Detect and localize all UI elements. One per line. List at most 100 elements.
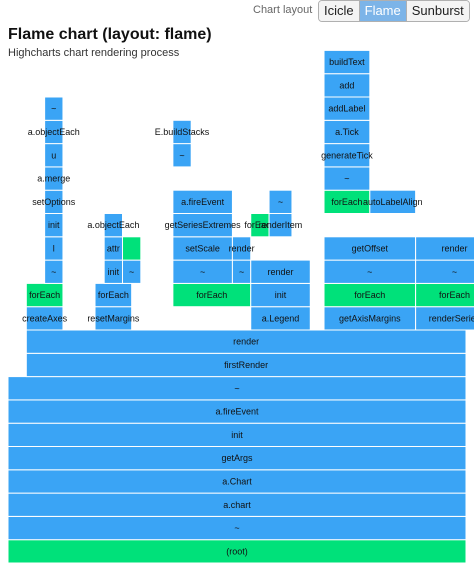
flame-node[interactable]: (root)	[7, 539, 467, 564]
flame-node-label: forEach	[196, 290, 227, 300]
flame-node[interactable]: ~	[323, 166, 371, 191]
flame-node-label: ~	[367, 267, 372, 277]
flame-node[interactable]: setScale	[172, 236, 233, 261]
flame-node[interactable]: init	[103, 259, 123, 284]
flame-node[interactable]: a.fireEvent	[172, 189, 233, 214]
flame-node[interactable]: getOffset	[323, 236, 417, 261]
flame-node[interactable]: buildText	[323, 49, 371, 75]
flame-node[interactable]: render	[415, 236, 474, 261]
flame-node[interactable]: a.Chart	[7, 469, 467, 494]
flame-node[interactable]: forEach	[323, 282, 417, 308]
flame-node[interactable]: getArgs	[7, 446, 467, 471]
flame-node-label: a.merge	[37, 174, 70, 184]
flame-node-label: resetMargins	[87, 313, 140, 323]
flame-node[interactable]: ~	[7, 376, 467, 401]
flame-node-label: generateTick	[321, 150, 373, 160]
flame-node-label: init	[48, 220, 60, 230]
flame-node[interactable]: a.Tick	[323, 119, 371, 145]
flame-node[interactable]	[122, 236, 142, 261]
flame-node[interactable]: setOptions	[32, 189, 76, 214]
flame-node[interactable]: init	[250, 282, 311, 308]
flame-node-label: render	[233, 337, 259, 347]
flame-node-label: forEach	[244, 220, 275, 230]
flame-node-rect[interactable]	[250, 259, 311, 284]
flame-node[interactable]: a.objectEach	[28, 119, 80, 145]
flame-node-label: ~	[179, 150, 184, 160]
flame-node[interactable]: ~	[172, 143, 192, 168]
flame-button[interactable]: Flame	[359, 1, 407, 21]
flame-node-label: buildText	[329, 57, 365, 67]
flame-node[interactable]: a.objectEach	[87, 213, 139, 238]
layout-toggle-group: Icicle Flame Sunburst	[318, 0, 470, 22]
flame-node-label: forEach	[354, 290, 385, 300]
flame-node[interactable]: u	[44, 143, 64, 168]
icicle-button[interactable]: Icicle	[319, 1, 360, 21]
flame-node[interactable]: getSeriesExtremes	[165, 213, 242, 238]
flame-node-label: ~	[234, 383, 239, 393]
flame-node-rect[interactable]	[231, 236, 252, 261]
flame-node[interactable]: a.Legend	[250, 306, 311, 331]
flame-node-label: ~	[234, 523, 239, 533]
flame-node[interactable]: l	[44, 236, 64, 261]
flame-node[interactable]: a.merge	[37, 166, 70, 191]
flame-node-label: init	[231, 430, 243, 440]
flame-node-label: forEach	[331, 197, 362, 207]
flame-node-label: getAxisMargins	[339, 313, 401, 323]
flame-node-label: a.fireEvent	[181, 197, 225, 207]
chart-title: Flame chart (layout: flame)	[8, 26, 212, 43]
flame-node-rect[interactable]	[415, 259, 474, 284]
flame-node-label: renderSeries	[429, 313, 474, 323]
flame-node[interactable]: add	[323, 73, 371, 98]
flame-node[interactable]: init	[44, 213, 64, 238]
flame-node-label: (root)	[226, 546, 248, 556]
flame-node-label: a.Legend	[262, 313, 300, 323]
flame-node[interactable]: ~	[122, 259, 142, 284]
sunburst-button[interactable]: Sunburst	[406, 1, 469, 21]
flame-node[interactable]: render	[25, 329, 467, 354]
flame-node[interactable]: forEach	[415, 282, 474, 308]
flame-node[interactable]: init	[7, 422, 467, 448]
flame-node-label: ~	[344, 174, 349, 184]
flame-node[interactable]: forEach	[25, 282, 64, 308]
flame-node[interactable]: attr	[103, 236, 123, 261]
flame-node-label: init	[275, 290, 287, 300]
flame-node[interactable]: ~	[7, 515, 467, 541]
flame-node[interactable]: renderSeries	[415, 306, 474, 331]
flame-node[interactable]: a.fireEvent	[7, 399, 467, 424]
flame-node-rect[interactable]	[25, 329, 467, 354]
flame-node[interactable]: render	[229, 236, 255, 261]
flame-node-rect[interactable]	[44, 96, 64, 121]
flame-node[interactable]: E.buildStacks	[155, 119, 210, 145]
flame-node[interactable]: forEach	[172, 282, 252, 308]
flame-node-label: a.chart	[223, 500, 251, 510]
flame-node[interactable]: ~	[268, 189, 293, 214]
flame-node[interactable]: ~	[415, 259, 474, 284]
flame-node[interactable]: ~	[44, 96, 64, 121]
flame-node[interactable]: generateTick	[321, 143, 373, 168]
flame-node[interactable]: ~	[231, 259, 252, 284]
flame-node[interactable]: addLabel	[323, 96, 371, 121]
flame-node[interactable]: firstRender	[25, 352, 467, 378]
flame-node[interactable]: getAxisMargins	[323, 306, 417, 331]
flame-node-rect[interactable]	[103, 213, 123, 238]
flame-node-label: ~	[200, 267, 205, 277]
flame-node[interactable]: ~	[323, 259, 417, 284]
flame-node-rect[interactable]	[415, 236, 474, 261]
flame-node-rect[interactable]	[323, 49, 371, 75]
flame-node[interactable]: ~	[44, 259, 64, 284]
flame-node-rect[interactable]	[172, 189, 233, 214]
flame-node[interactable]: resetMargins	[87, 306, 140, 331]
flame-node-rect[interactable]	[369, 189, 417, 214]
flame-node-rect[interactable]	[172, 119, 192, 145]
flame-node-rect[interactable]	[122, 236, 142, 261]
flame-node[interactable]: render	[250, 259, 311, 284]
chart-layout-label: Chart layout	[253, 4, 313, 16]
flame-node-label: render	[442, 243, 468, 253]
flame-node[interactable]: forEach	[94, 282, 133, 308]
flame-node[interactable]: ~	[172, 259, 233, 284]
flame-node-rect[interactable]	[268, 189, 293, 214]
flame-node[interactable]: createAxes	[22, 306, 68, 331]
flame-node[interactable]: a.chart	[7, 492, 467, 517]
flame-node[interactable]: autoLabelAlign	[363, 189, 423, 214]
